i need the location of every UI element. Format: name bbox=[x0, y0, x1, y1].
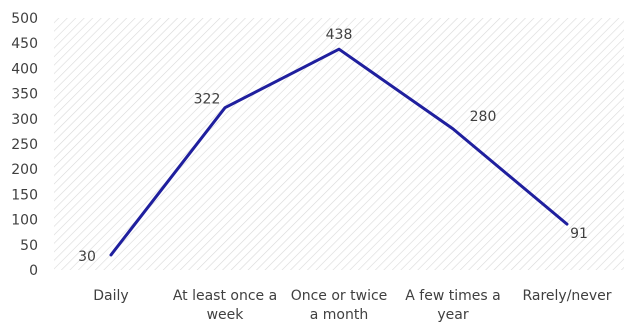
y-tick-label: 100 bbox=[11, 213, 38, 229]
x-axis: Daily At least once a week Once or twice a m… bbox=[93, 288, 612, 322]
data-labels: 30 322 438 280 91 bbox=[78, 27, 588, 265]
data-label: 438 bbox=[326, 27, 353, 43]
series-line bbox=[109, 47, 569, 257]
x-tick-label: Rarely/never bbox=[522, 288, 611, 304]
x-tick-label: Once or twice a month bbox=[291, 288, 388, 322]
x-tick-label: A few times a year bbox=[405, 288, 500, 322]
plot-area bbox=[54, 18, 624, 270]
y-tick-label: 150 bbox=[11, 187, 38, 203]
y-tick-label: 0 bbox=[29, 263, 38, 279]
y-axis: 0 50 100 150 200 250 300 350 400 450 500 bbox=[11, 11, 38, 279]
y-tick-label: 350 bbox=[11, 87, 38, 103]
y-tick-label: 450 bbox=[11, 36, 38, 52]
y-tick-label: 200 bbox=[11, 162, 38, 178]
x-tick-label: At least once a week bbox=[173, 288, 277, 322]
y-tick-label: 250 bbox=[11, 137, 38, 153]
y-tick-label: 500 bbox=[11, 11, 38, 27]
data-label: 30 bbox=[78, 249, 96, 265]
data-label: 322 bbox=[194, 92, 221, 108]
x-tick-label: Daily bbox=[93, 288, 128, 304]
data-label: 91 bbox=[570, 226, 588, 242]
y-tick-label: 50 bbox=[20, 238, 38, 254]
data-label: 280 bbox=[470, 109, 497, 125]
y-tick-label: 300 bbox=[11, 112, 38, 128]
y-tick-label: 400 bbox=[11, 61, 38, 77]
